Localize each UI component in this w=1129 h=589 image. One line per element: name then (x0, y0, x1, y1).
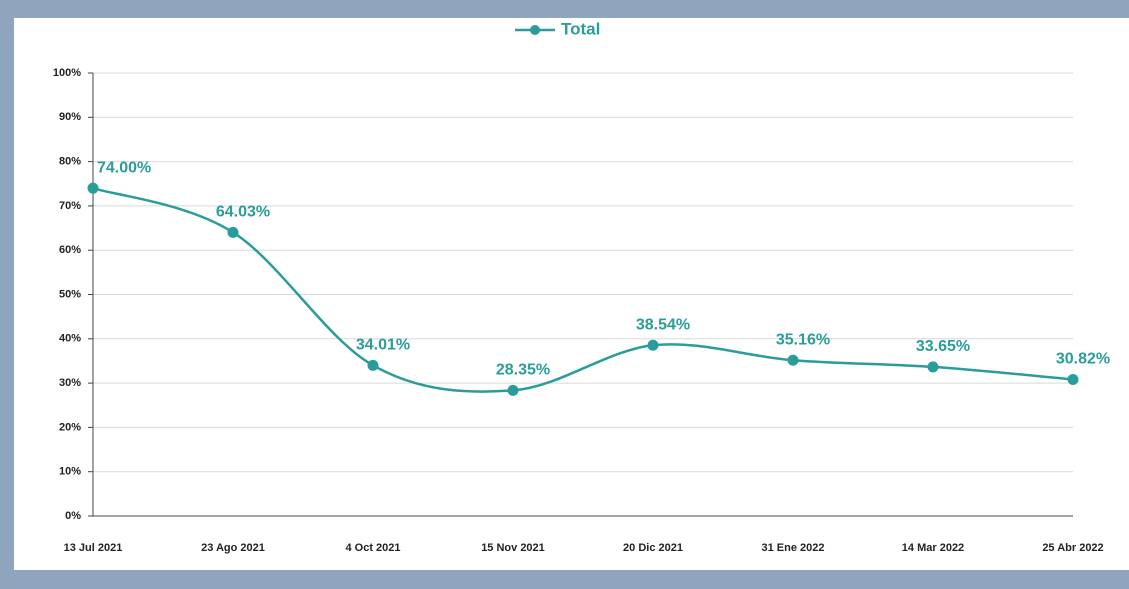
y-tick-label: 30% (59, 377, 81, 389)
y-tick-label: 10% (59, 466, 81, 478)
y-tick-label: 70% (59, 200, 81, 212)
data-label: 38.54% (636, 316, 690, 333)
legend-marker (530, 25, 540, 35)
data-label: 33.65% (916, 338, 970, 355)
x-tick-label: 14 Mar 2022 (902, 542, 964, 554)
x-tick-label: 13 Jul 2021 (64, 542, 123, 554)
point (647, 339, 659, 351)
y-tick-label: 90% (59, 111, 81, 123)
line (92, 186, 1074, 393)
point (927, 361, 939, 373)
x-tick-label: 4 Oct 2021 (345, 542, 400, 554)
x-tick-label: 31 Ene 2022 (762, 542, 825, 554)
data-label: 74.00% (97, 159, 151, 176)
legend-label: Total (561, 19, 600, 38)
y-tick-label: 20% (59, 421, 81, 433)
x-tick-label: 23 Ago 2021 (201, 542, 265, 554)
point (507, 384, 519, 396)
data-label: 34.01% (356, 337, 410, 354)
point (1067, 373, 1079, 385)
point (227, 226, 239, 238)
x-tick-label: 20 Dic 2021 (623, 542, 683, 554)
data-label: 30.82% (1056, 351, 1110, 368)
point (787, 354, 799, 366)
data-label: 35.16% (776, 331, 830, 348)
point (367, 359, 379, 371)
y-tick-label: 60% (59, 244, 81, 256)
data-label: 64.03% (216, 204, 270, 221)
data-label: 28.35% (496, 362, 550, 379)
y-tick-label: 100% (53, 67, 81, 79)
y-tick-label: 50% (59, 288, 81, 300)
x-tick-label: 25 Abr 2022 (1042, 542, 1103, 554)
y-tick-label: 0% (65, 510, 81, 522)
y-tick-label: 80% (59, 156, 81, 168)
point (87, 182, 99, 194)
y-tick-label: 40% (59, 333, 81, 345)
x-tick-label: 15 Nov 2021 (481, 542, 545, 554)
